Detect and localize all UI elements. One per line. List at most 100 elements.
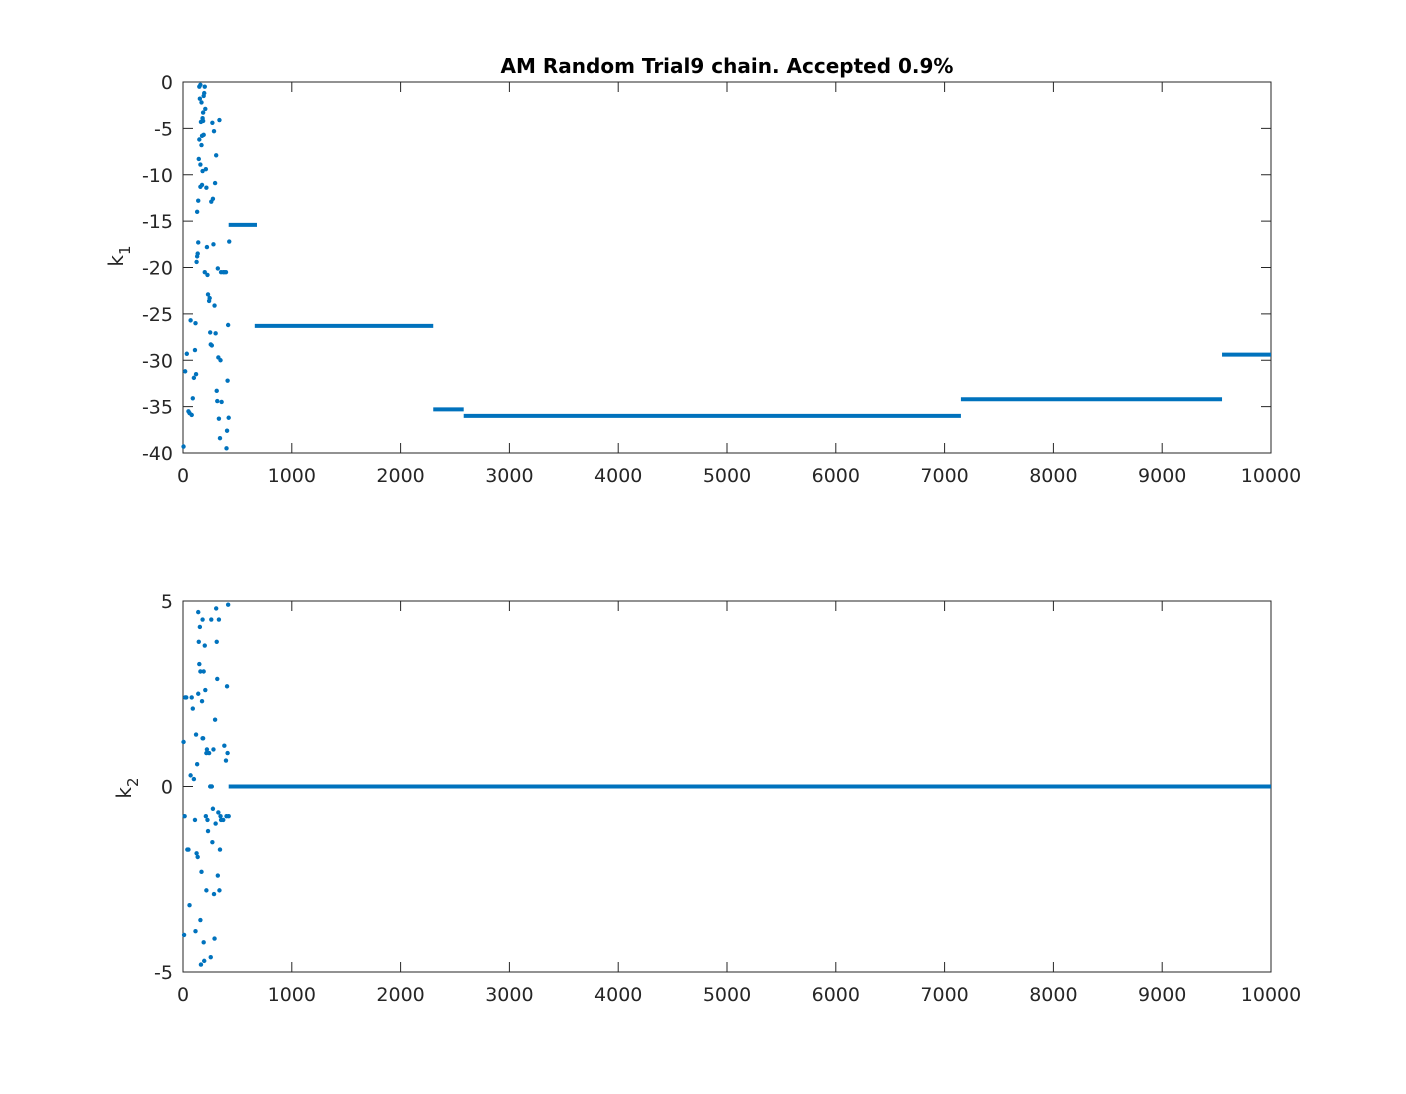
- y-tick-label: -20: [142, 258, 173, 280]
- chain-sample-point: [204, 185, 209, 190]
- chain-sample-point: [199, 698, 205, 704]
- chain-sample-point: [216, 810, 221, 815]
- chain-sample-point: [215, 873, 221, 878]
- chain-sample-point: [200, 168, 205, 174]
- chain-sample-point: [193, 928, 198, 934]
- chain-sample-point: [211, 747, 216, 752]
- chain-sample-point: [198, 184, 203, 190]
- chain-sample-point: [217, 435, 223, 441]
- x-ticks-top: 0 1000 2000 3000 4000 5000 6000 7000 8000 9000 100…: [177, 82, 1301, 487]
- chain-sample-point: [194, 851, 199, 856]
- x-ticks-bottom: 0 1000 2000 3000 4000 5000 6000 7000 8000 9000 100…: [177, 601, 1301, 1006]
- chain-sample-point: [205, 292, 211, 297]
- chain-sample-point: [201, 669, 206, 674]
- x-tick-label: 9000: [1138, 984, 1186, 1006]
- chain-sample-point: [209, 617, 214, 622]
- chain-sample-point: [202, 269, 207, 275]
- chain-sample-point: [199, 133, 205, 138]
- chain-sample-point: [203, 813, 209, 819]
- y-tick-label: -10: [142, 165, 173, 187]
- chain-sample-point: [224, 428, 230, 433]
- chain-sample-point: [184, 351, 190, 356]
- chart-title: AM Random Trial9 chain. Accepted 0.9%: [501, 54, 954, 78]
- chain-sample-point: [217, 117, 222, 123]
- x-tick-label: 7000: [920, 984, 968, 1006]
- chain-sample-point: [204, 747, 210, 752]
- chain-sample-point: [189, 412, 194, 418]
- chain-sample-point: [205, 817, 210, 823]
- chain-sample-point: [194, 762, 200, 767]
- y-tick-label: -15: [142, 211, 173, 233]
- chain-sample-point: [196, 198, 201, 203]
- chain-sample-point: [217, 847, 223, 852]
- x-tick-label: 8000: [1029, 465, 1077, 487]
- chain-sample-point: [204, 750, 209, 756]
- chain-sample-point: [214, 388, 219, 394]
- chain-sample-point: [214, 639, 219, 645]
- chain-sample-point: [197, 661, 202, 667]
- chain-sample-point: [197, 137, 202, 142]
- y-tick-label: -25: [142, 304, 173, 326]
- x-tick-label: 1000: [268, 984, 316, 1006]
- chain-sample-point: [181, 932, 187, 938]
- x-tick-label: 0: [177, 984, 189, 1006]
- x-tick-label: 5000: [703, 984, 751, 1006]
- chain-sample-point: [188, 773, 193, 778]
- chain-sample-point: [191, 375, 197, 381]
- chain-sample-point: [212, 717, 218, 722]
- x-tick-label: 4000: [594, 984, 642, 1006]
- chain-sample-point: [210, 196, 216, 202]
- chain-sample-point: [208, 330, 213, 335]
- x-tick-label: 3000: [485, 465, 533, 487]
- y-tick-label: -5: [154, 962, 173, 984]
- chain-sample-point: [192, 347, 198, 353]
- chain-sample-point: [210, 120, 215, 126]
- chain-sample-point: [190, 396, 195, 401]
- x-tick-label: 6000: [812, 984, 860, 1006]
- chain-sample-point: [215, 266, 221, 271]
- x-tick-label: 1000: [268, 465, 316, 487]
- chain-sample-point: [198, 669, 203, 674]
- chain-sample-point: [204, 888, 209, 893]
- chain-sample-point: [226, 415, 231, 420]
- chain-sample-point: [211, 128, 217, 134]
- chain-sample-point: [213, 821, 218, 826]
- chain-sample-point: [204, 244, 210, 250]
- chain-sample-point: [225, 378, 230, 383]
- chain-sample-point: [225, 602, 231, 607]
- chain-sample-point: [203, 106, 208, 112]
- x-tick-label: 2000: [376, 984, 424, 1006]
- chain-sample-point: [205, 828, 211, 834]
- chain-sample-point: [224, 446, 229, 451]
- plot-area-top: [182, 81, 1272, 454]
- chain-sample-point: [199, 142, 204, 148]
- chain-sample-point: [182, 813, 187, 819]
- chain-sample-point: [225, 322, 231, 328]
- chain-sample-point: [194, 209, 200, 215]
- y-tick-label: 5: [161, 591, 173, 613]
- chain-sample-point: [196, 639, 201, 645]
- chain-sample-point: [218, 813, 223, 819]
- chain-sample-point: [212, 180, 218, 186]
- chain-sample-point: [207, 295, 212, 301]
- y-tick-label: -40: [142, 443, 173, 465]
- chain-sample-point: [200, 736, 205, 741]
- x-tick-label: 5000: [703, 465, 751, 487]
- chain-sample-point: [196, 240, 201, 245]
- y-tick-label: 0: [161, 72, 173, 94]
- axes-bottom: 50-5 0 1000 2000 3000 4000 5000 6000 7000 8000 90…: [112, 591, 1301, 1006]
- chain-sample-point: [190, 706, 195, 711]
- chain-sample-point: [213, 331, 218, 336]
- chain-sample-point: [201, 93, 206, 99]
- chain-sample-point: [205, 272, 210, 278]
- x-tick-label: 10000: [1241, 465, 1301, 487]
- chain-sample-point: [181, 739, 186, 745]
- y-tick-label: -30: [142, 350, 173, 372]
- chain-sample-point: [200, 617, 205, 622]
- chain-sample-point: [191, 776, 197, 782]
- y-ticks-bottom: 5 0 -5: [154, 591, 1271, 984]
- chain-sample-point: [181, 444, 186, 449]
- x-tick-label: 9000: [1138, 465, 1186, 487]
- x-tick-label: 2000: [376, 465, 424, 487]
